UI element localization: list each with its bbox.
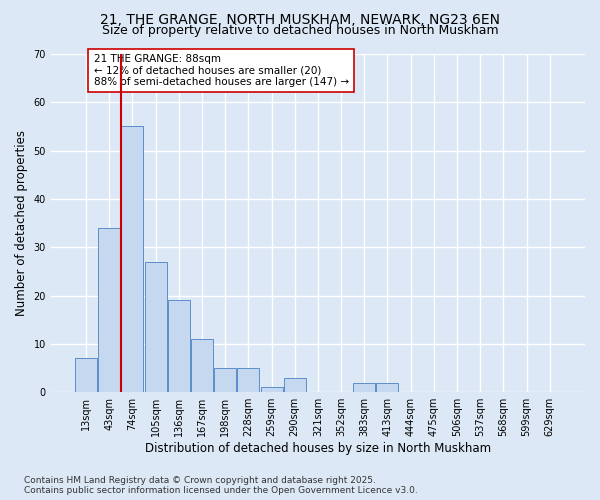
Bar [191,339,213,392]
Bar [121,126,143,392]
Bar [75,358,97,392]
Bar [353,382,375,392]
Text: Size of property relative to detached houses in North Muskham: Size of property relative to detached ho… [101,24,499,37]
Bar [98,228,120,392]
Bar [145,262,167,392]
Text: Contains HM Land Registry data © Crown copyright and database right 2025.
Contai: Contains HM Land Registry data © Crown c… [24,476,418,495]
X-axis label: Distribution of detached houses by size in North Muskham: Distribution of detached houses by size … [145,442,491,455]
Text: 21, THE GRANGE, NORTH MUSKHAM, NEWARK, NG23 6EN: 21, THE GRANGE, NORTH MUSKHAM, NEWARK, N… [100,12,500,26]
Bar [168,300,190,392]
Bar [376,382,398,392]
Bar [284,378,306,392]
Y-axis label: Number of detached properties: Number of detached properties [15,130,28,316]
Bar [260,388,283,392]
Text: 21 THE GRANGE: 88sqm
← 12% of detached houses are smaller (20)
88% of semi-detac: 21 THE GRANGE: 88sqm ← 12% of detached h… [94,54,349,87]
Bar [214,368,236,392]
Bar [238,368,259,392]
